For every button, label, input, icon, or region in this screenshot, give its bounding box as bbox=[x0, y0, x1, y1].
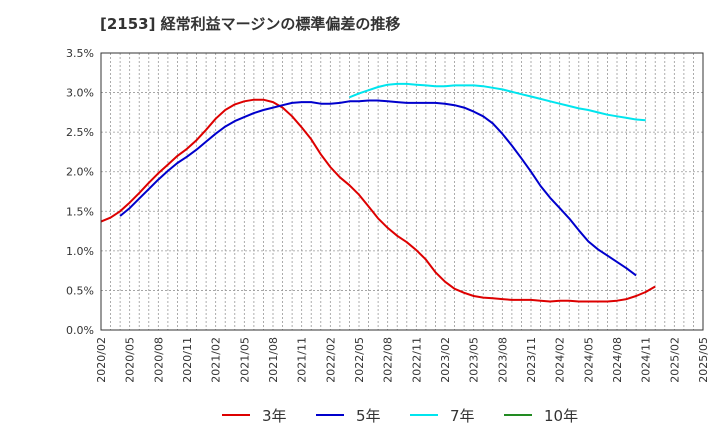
grid-layer bbox=[101, 53, 703, 330]
x-tick-label: 2020/11 bbox=[181, 337, 194, 383]
x-tick-label: 2024/02 bbox=[554, 337, 567, 383]
legend-swatch bbox=[222, 414, 250, 416]
y-tick-label: 2.5% bbox=[66, 126, 94, 139]
y-tick-label: 1.5% bbox=[66, 205, 94, 218]
y-axis: 0.0% 0.5% 1.0% 1.5% 2.0% 2.5% 3.0% 3.5% bbox=[66, 47, 94, 337]
plot-background bbox=[101, 53, 703, 330]
y-tick-label: 3.0% bbox=[66, 87, 94, 100]
y-tick-label: 0.0% bbox=[66, 324, 94, 337]
x-tick-label: 2023/08 bbox=[496, 337, 509, 383]
legend-label: 7年 bbox=[450, 406, 475, 425]
x-tick-label: 2025/02 bbox=[668, 337, 681, 383]
x-tick-label: 2021/08 bbox=[267, 337, 280, 383]
legend-item: 3年 bbox=[222, 403, 287, 427]
x-tick-label: 2024/05 bbox=[582, 337, 595, 383]
chart-title: [2153] 経常利益マージンの標準偏差の推移 bbox=[100, 15, 401, 33]
y-tick-label: 1.0% bbox=[66, 245, 94, 258]
x-tick-label: 2024/11 bbox=[640, 337, 653, 383]
y-tick-label: 0.5% bbox=[66, 284, 94, 297]
legend-label: 10年 bbox=[544, 406, 579, 425]
x-tick-label: 2021/05 bbox=[238, 337, 251, 383]
x-tick-label: 2023/02 bbox=[439, 337, 452, 383]
x-tick-label: 2020/02 bbox=[95, 337, 108, 383]
legend-swatch bbox=[504, 414, 532, 416]
x-tick-label: 2023/05 bbox=[468, 337, 481, 383]
x-axis: 2020/02 2020/05 2020/08 2020/11 2021/02 2021/… bbox=[95, 337, 710, 383]
legend-item: 7年 bbox=[410, 403, 475, 427]
x-tick-label: 2020/05 bbox=[124, 337, 137, 383]
x-tick-label: 2022/08 bbox=[382, 337, 395, 383]
x-tick-label: 2022/11 bbox=[410, 337, 423, 383]
y-tick-label: 3.5% bbox=[66, 47, 94, 60]
legend: 3年 5年 7年 10年 bbox=[0, 403, 720, 427]
plot-frame bbox=[100, 52, 704, 331]
series-layer bbox=[100, 82, 656, 303]
x-tick-label: 2021/11 bbox=[296, 337, 309, 383]
legend-swatch bbox=[316, 414, 344, 416]
x-tick-label: 2023/11 bbox=[525, 337, 538, 383]
legend-label: 3年 bbox=[262, 406, 287, 425]
series-line-5年 bbox=[119, 99, 637, 277]
x-tick-label: 2021/02 bbox=[210, 337, 223, 383]
x-tick-label: 2025/05 bbox=[697, 337, 710, 383]
x-tick-label: 2022/05 bbox=[353, 337, 366, 383]
legend-item: 5年 bbox=[316, 403, 381, 427]
legend-swatch bbox=[410, 414, 438, 416]
y-tick-label: 2.0% bbox=[66, 166, 94, 179]
x-tick-label: 2020/08 bbox=[152, 337, 165, 383]
x-tick-label: 2022/02 bbox=[324, 337, 337, 383]
legend-label: 5年 bbox=[356, 406, 381, 425]
series-line-7年 bbox=[349, 82, 646, 122]
legend-item: 10年 bbox=[504, 403, 578, 427]
x-tick-label: 2024/08 bbox=[611, 337, 624, 383]
series-line-3年 bbox=[100, 98, 656, 303]
